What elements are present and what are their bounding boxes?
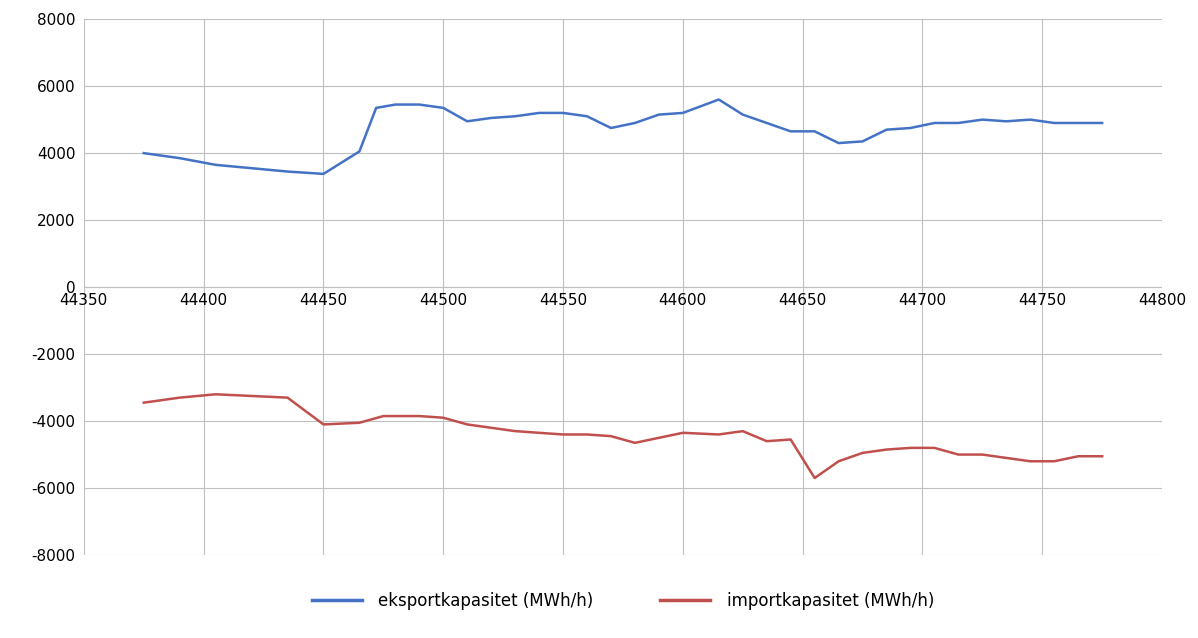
eksportkapasitet (MWh/h) (604, 124, 618, 132)
importkapasitet (MWh/h) (1023, 457, 1037, 465)
importkapasitet (MWh/h) (807, 474, 822, 482)
eksportkapasitet (MWh/h) (760, 119, 774, 127)
importkapasitet (MWh/h) (1095, 452, 1109, 460)
eksportkapasitet (MWh/h) (736, 111, 750, 119)
eksportkapasitet (MWh/h) (903, 124, 918, 132)
importkapasitet (MWh/h) (508, 427, 522, 435)
importkapasitet (MWh/h) (484, 424, 498, 431)
importkapasitet (MWh/h) (316, 420, 331, 428)
importkapasitet (MWh/h) (927, 444, 942, 452)
eksportkapasitet (MWh/h) (879, 126, 894, 133)
eksportkapasitet (MWh/h) (999, 117, 1014, 125)
importkapasitet (MWh/h) (999, 454, 1014, 462)
eksportkapasitet (MWh/h) (412, 101, 426, 108)
eksportkapasitet (MWh/h) (352, 147, 367, 155)
eksportkapasitet (MWh/h) (1095, 119, 1109, 127)
eksportkapasitet (MWh/h) (628, 119, 642, 127)
eksportkapasitet (MWh/h) (1071, 119, 1085, 127)
importkapasitet (MWh/h) (676, 429, 690, 436)
eksportkapasitet (MWh/h) (951, 119, 966, 127)
eksportkapasitet (MWh/h) (580, 112, 594, 120)
eksportkapasitet (MWh/h) (460, 117, 474, 125)
eksportkapasitet (MWh/h) (532, 109, 546, 117)
eksportkapasitet (MWh/h) (783, 128, 798, 135)
eksportkapasitet (MWh/h) (173, 154, 187, 162)
eksportkapasitet (MWh/h) (676, 109, 690, 117)
eksportkapasitet (MWh/h) (652, 111, 666, 119)
importkapasitet (MWh/h) (208, 390, 223, 398)
Line: importkapasitet (MWh/h): importkapasitet (MWh/h) (144, 394, 1102, 478)
importkapasitet (MWh/h) (244, 392, 259, 400)
eksportkapasitet (MWh/h) (975, 116, 990, 124)
importkapasitet (MWh/h) (137, 399, 151, 406)
eksportkapasitet (MWh/h) (369, 104, 383, 112)
importkapasitet (MWh/h) (580, 431, 594, 438)
eksportkapasitet (MWh/h) (831, 139, 846, 147)
eksportkapasitet (MWh/h) (388, 101, 403, 108)
eksportkapasitet (MWh/h) (712, 96, 726, 103)
eksportkapasitet (MWh/h) (855, 138, 870, 145)
importkapasitet (MWh/h) (280, 394, 295, 401)
importkapasitet (MWh/h) (1071, 452, 1085, 460)
eksportkapasitet (MWh/h) (316, 170, 331, 178)
eksportkapasitet (MWh/h) (927, 119, 942, 127)
eksportkapasitet (MWh/h) (484, 114, 498, 122)
importkapasitet (MWh/h) (173, 394, 187, 401)
eksportkapasitet (MWh/h) (556, 109, 570, 117)
importkapasitet (MWh/h) (460, 420, 474, 428)
eksportkapasitet (MWh/h) (208, 161, 223, 168)
eksportkapasitet (MWh/h) (1023, 116, 1037, 124)
importkapasitet (MWh/h) (879, 446, 894, 454)
importkapasitet (MWh/h) (855, 449, 870, 457)
importkapasitet (MWh/h) (604, 433, 618, 440)
eksportkapasitet (MWh/h) (1047, 119, 1061, 127)
eksportkapasitet (MWh/h) (244, 165, 259, 172)
importkapasitet (MWh/h) (556, 431, 570, 438)
eksportkapasitet (MWh/h) (807, 128, 822, 135)
importkapasitet (MWh/h) (783, 436, 798, 443)
eksportkapasitet (MWh/h) (280, 168, 295, 175)
importkapasitet (MWh/h) (412, 412, 426, 420)
importkapasitet (MWh/h) (760, 438, 774, 445)
importkapasitet (MWh/h) (736, 427, 750, 435)
importkapasitet (MWh/h) (532, 429, 546, 436)
importkapasitet (MWh/h) (352, 419, 367, 427)
eksportkapasitet (MWh/h) (436, 104, 450, 112)
importkapasitet (MWh/h) (831, 457, 846, 465)
eksportkapasitet (MWh/h) (508, 112, 522, 120)
importkapasitet (MWh/h) (903, 444, 918, 452)
importkapasitet (MWh/h) (975, 450, 990, 458)
Line: eksportkapasitet (MWh/h): eksportkapasitet (MWh/h) (144, 100, 1102, 174)
importkapasitet (MWh/h) (712, 431, 726, 438)
Legend: eksportkapasitet (MWh/h), importkapasitet (MWh/h): eksportkapasitet (MWh/h), importkapasite… (305, 585, 940, 616)
importkapasitet (MWh/h) (951, 450, 966, 458)
importkapasitet (MWh/h) (1047, 457, 1061, 465)
eksportkapasitet (MWh/h) (137, 149, 151, 157)
importkapasitet (MWh/h) (628, 439, 642, 447)
importkapasitet (MWh/h) (376, 412, 391, 420)
importkapasitet (MWh/h) (436, 414, 450, 422)
importkapasitet (MWh/h) (652, 434, 666, 441)
